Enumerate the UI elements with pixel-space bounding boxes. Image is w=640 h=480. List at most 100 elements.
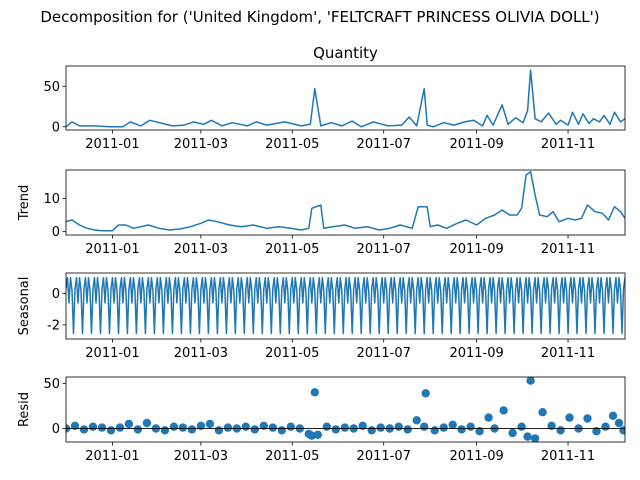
- plot-area: [66, 276, 625, 335]
- resid-point: [421, 389, 430, 398]
- x-tick-label: 2011-01: [85, 137, 139, 152]
- resid-point: [70, 421, 80, 430]
- series-line: [66, 170, 625, 232]
- y-tick-label: 0: [52, 422, 60, 437]
- axes-frame: [65, 169, 626, 236]
- x-tick-label: 2011-11: [541, 449, 595, 464]
- resid-point: [358, 421, 367, 430]
- resid-point: [412, 416, 421, 425]
- resid-point: [286, 422, 295, 431]
- axes-frame: [65, 65, 626, 131]
- resid-point: [340, 423, 349, 432]
- resid-point: [277, 426, 286, 435]
- resid-point: [214, 426, 224, 435]
- resid-point: [310, 388, 319, 397]
- series-line: [66, 69, 625, 128]
- y-tick-label: 50: [43, 377, 60, 392]
- axes-frame: [65, 272, 626, 340]
- resid-point: [205, 419, 215, 429]
- x-tick-label: 2011-03: [174, 449, 228, 464]
- resid-point: [420, 422, 429, 431]
- figure-suptitle: Decomposition for ('United Kingdom', 'FE…: [40, 8, 599, 26]
- resid-point: [457, 425, 466, 434]
- resid-point: [178, 423, 188, 432]
- resid-point: [367, 426, 376, 435]
- resid-point: [268, 423, 277, 432]
- resid-point: [530, 434, 540, 442]
- y-tick-label: -2: [47, 318, 60, 333]
- resid-point: [160, 426, 170, 435]
- x-tick-label: 2011-09: [449, 346, 503, 361]
- x-tick-label: 2011-03: [174, 242, 228, 257]
- plot-area: [66, 377, 625, 442]
- resid-point: [196, 421, 206, 430]
- x-tick-label: 2011-05: [265, 137, 319, 152]
- resid-point: [508, 428, 517, 438]
- subplot-3: Seasonal -2 0 2011-01 2011-03 2011-05 2011-07 2…: [17, 272, 626, 361]
- x-tick-label: 2011-05: [265, 346, 319, 361]
- resid-point: [538, 408, 547, 417]
- x-tick-label: 2011-05: [265, 242, 319, 257]
- resid-point: [499, 406, 508, 415]
- resid-point: [259, 421, 268, 430]
- resid-point: [583, 414, 592, 423]
- resid-point: [106, 426, 116, 435]
- y-axis-label: Trend: [17, 185, 32, 222]
- y-tick-label: 0: [52, 225, 60, 240]
- resid-point: [124, 419, 134, 429]
- series-line: [66, 276, 625, 335]
- resid-point: [142, 418, 152, 428]
- resid-point: [187, 425, 197, 434]
- y-tick-label: 10: [43, 192, 60, 207]
- resid-point: [523, 432, 532, 441]
- subplot-title: Quantity: [313, 44, 378, 62]
- resid-point: [484, 413, 493, 422]
- resid-point: [115, 423, 125, 432]
- resid-point: [601, 422, 610, 431]
- x-tick-label: 2011-03: [174, 346, 228, 361]
- resid-point: [448, 420, 457, 429]
- resid-point: [430, 426, 439, 435]
- subplot-2: Trend 0 10 2011-01 2011-03 2011-05 2011-07 2011…: [17, 169, 626, 257]
- subplot-panels: Quantity 0 50 2011-01 2011-03 2011-05 2011-07 2…: [17, 44, 626, 464]
- resid-point: [313, 430, 322, 439]
- y-tick-label: 0: [52, 120, 60, 135]
- y-tick-label: 50: [43, 80, 60, 95]
- resid-point: [565, 413, 574, 422]
- resid-point: [376, 423, 385, 432]
- subplot-1: Quantity 0 50 2011-01 2011-03 2011-05 2011-07 2…: [43, 44, 626, 152]
- resid-point: [439, 423, 448, 432]
- resid-point: [79, 425, 89, 434]
- resid-point: [592, 427, 601, 436]
- resid-point: [403, 425, 412, 434]
- resid-point: [526, 377, 535, 385]
- x-tick-label: 2011-05: [265, 449, 319, 464]
- y-axis-label: Resid: [17, 392, 32, 427]
- x-tick-label: 2011-11: [541, 242, 595, 257]
- resid-point: [556, 426, 565, 435]
- resid-point: [517, 422, 526, 431]
- x-tick-label: 2011-09: [449, 137, 503, 152]
- resid-point: [133, 425, 143, 434]
- x-tick-label: 2011-11: [541, 137, 595, 152]
- subplot-4: Resid 0 50 2011-01 2011-03 2011-05 2011-07 2011…: [17, 376, 626, 464]
- plot-area: [66, 170, 625, 232]
- resid-point: [619, 426, 625, 435]
- resid-point: [614, 418, 624, 428]
- resid-point: [97, 423, 107, 432]
- x-tick-label: 2011-09: [449, 449, 503, 464]
- y-tick-label: 0: [52, 287, 60, 302]
- resid-point: [223, 423, 233, 432]
- axes-frame: [65, 376, 626, 443]
- resid-point: [547, 421, 556, 430]
- x-tick-label: 2011-07: [357, 346, 411, 361]
- resid-point: [608, 411, 618, 420]
- x-tick-label: 2011-01: [85, 449, 139, 464]
- resid-point: [88, 422, 98, 431]
- x-tick-label: 2011-07: [357, 449, 411, 464]
- x-tick-label: 2011-01: [85, 242, 139, 257]
- resid-point: [250, 425, 259, 434]
- x-tick-label: 2011-03: [174, 137, 228, 152]
- x-tick-label: 2011-07: [357, 137, 411, 152]
- resid-point: [241, 422, 250, 431]
